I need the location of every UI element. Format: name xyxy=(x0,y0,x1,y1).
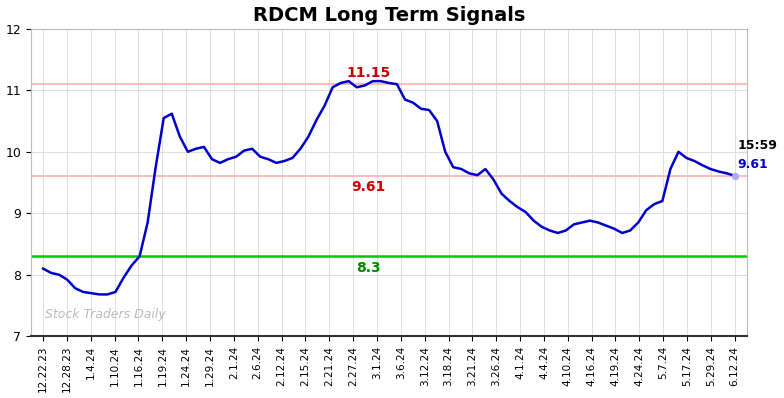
Text: 8.3: 8.3 xyxy=(356,261,380,275)
Text: 9.61: 9.61 xyxy=(737,158,768,171)
Text: 9.61: 9.61 xyxy=(351,180,385,194)
Point xyxy=(728,173,741,179)
Text: 11.15: 11.15 xyxy=(346,66,390,80)
Text: 15:59: 15:59 xyxy=(737,139,777,152)
Title: RDCM Long Term Signals: RDCM Long Term Signals xyxy=(252,6,525,25)
Text: Stock Traders Daily: Stock Traders Daily xyxy=(45,308,166,321)
